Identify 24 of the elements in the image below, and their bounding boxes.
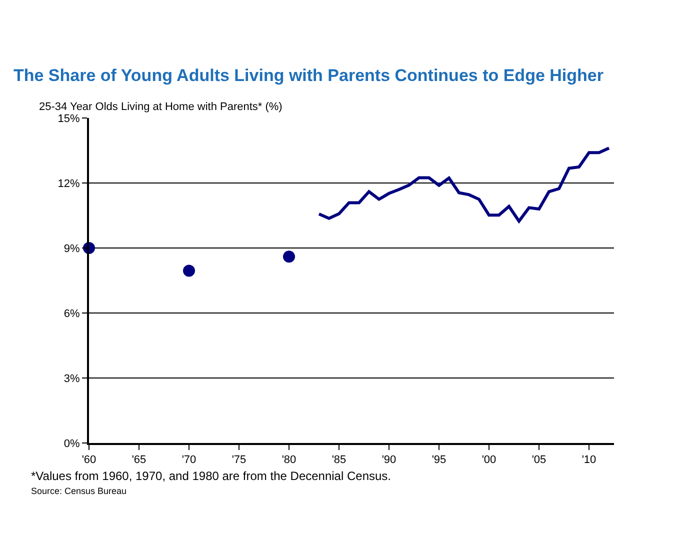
line-series: [318, 146, 610, 223]
x-tick-label: '60: [82, 454, 96, 466]
y-tick-label: 15%: [58, 112, 80, 125]
chart-title: The Share of Young Adults Living with Parents Continues to Edge Higher: [13, 66, 604, 85]
x-tick-label: '00: [482, 454, 496, 466]
source-note: Source: Census Bureau: [31, 486, 127, 496]
text: *Values from 1960, 1970, and 1980 are from the Decennial Census.: [31, 469, 391, 483]
x-tick-label: '85: [332, 454, 346, 466]
x-tick-label: '70: [182, 454, 196, 466]
y-tick-label: 9%: [64, 242, 80, 255]
point: [183, 264, 195, 277]
x-tick-label: '80: [282, 454, 296, 466]
y-tick-label: 0%: [64, 438, 80, 450]
x-tick-label: '90: [382, 454, 396, 466]
x-tick-label: '10: [582, 454, 596, 466]
x-tick-label: '65: [132, 454, 146, 466]
y-tick-label: 3%: [64, 372, 80, 385]
x-tick-label: '75: [232, 454, 246, 466]
y-tick-label: 6%: [64, 308, 80, 320]
point: [283, 250, 295, 263]
chart-subtitle: 25-34 Year Olds Living at Home with Parents* (%): [39, 101, 282, 113]
x-tick-label: '95: [432, 454, 446, 466]
x-tick-label: '05: [532, 454, 546, 466]
y-tick-label: 12%: [58, 178, 80, 190]
